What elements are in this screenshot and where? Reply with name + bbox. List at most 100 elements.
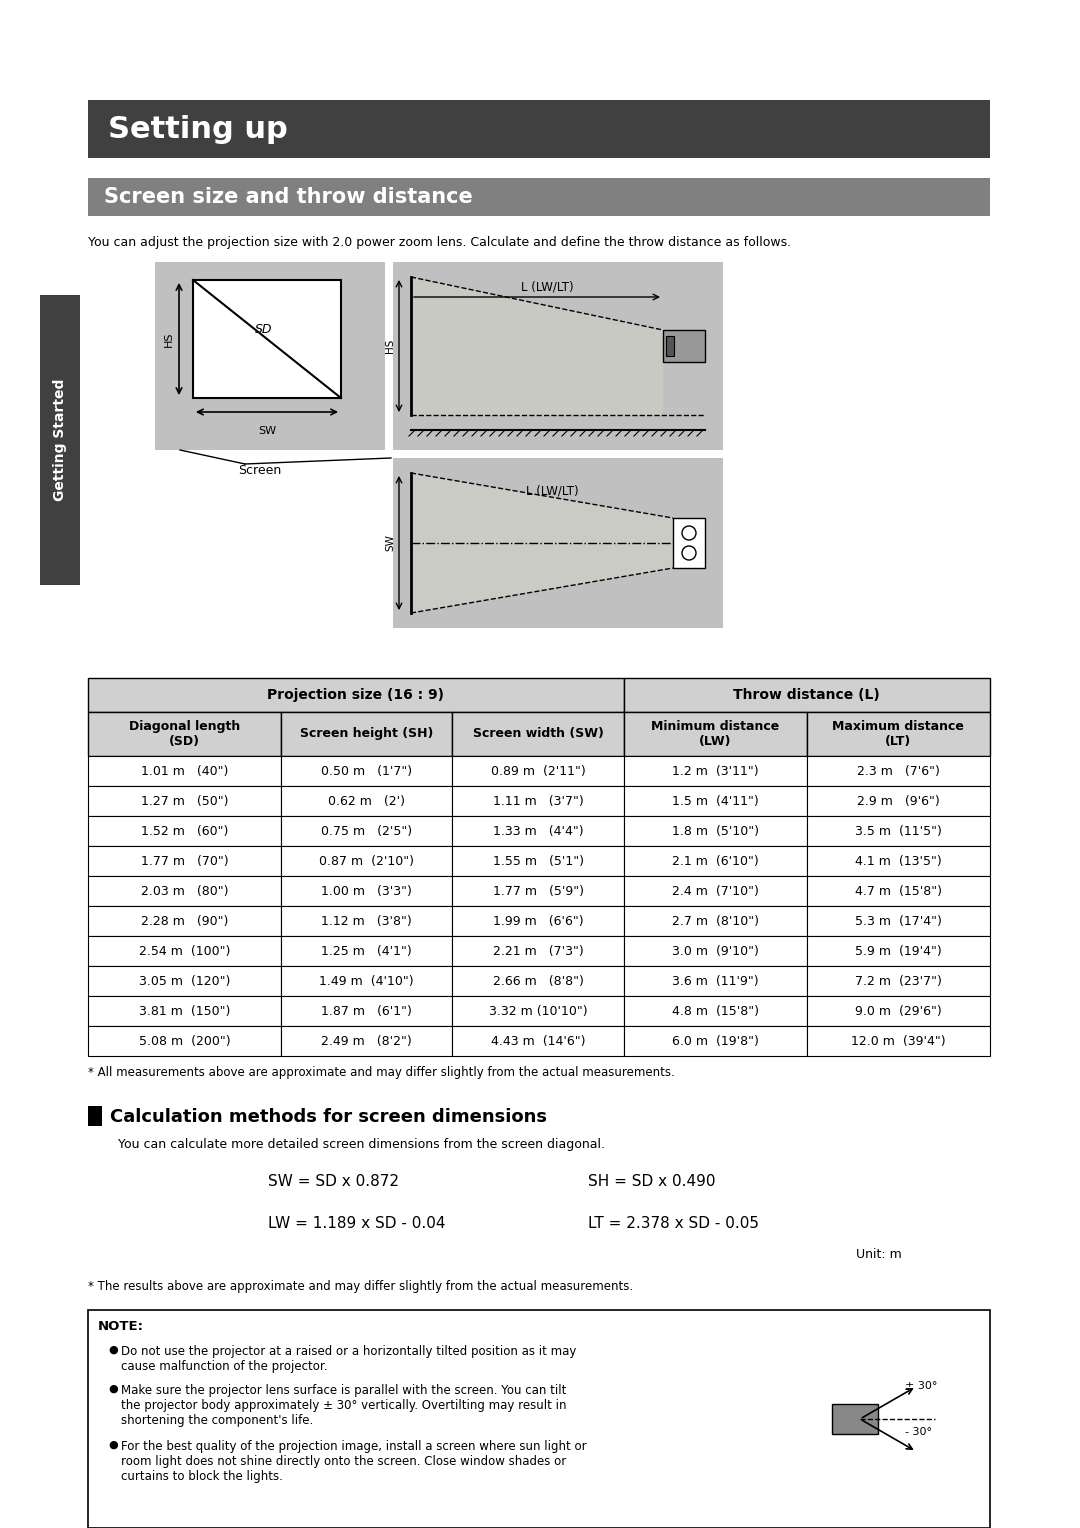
Text: 3.81 m  (150"): 3.81 m (150") [138,1004,230,1018]
Bar [624,937,807,966]
Text: 2.28 m   (90"): 2.28 m (90") [140,914,228,927]
Text: 1.77 m   (5'9"): 1.77 m (5'9") [492,885,583,897]
Text: - 30°: - 30° [905,1427,932,1436]
Text: L (LW/LT): L (LW/LT) [521,281,573,293]
Text: * The results above are approximate and may differ slightly from the actual meas: * The results above are approximate and … [87,1280,633,1293]
Text: 3.0 m  (9'10"): 3.0 m (9'10") [672,944,759,958]
Bar [87,678,624,712]
Bar [832,1404,878,1433]
Text: 1.01 m   (40"): 1.01 m (40") [140,764,228,778]
Text: NOTE:: NOTE: [98,1320,144,1332]
Bar [156,261,384,451]
Bar [281,847,453,876]
Text: * All measurements above are approximate and may differ slightly from the actual: * All measurements above are approximate… [87,1067,675,1079]
Bar [663,330,705,362]
Text: Calculation methods for screen dimensions: Calculation methods for screen dimension… [110,1108,546,1126]
Bar [87,1309,990,1528]
Bar [281,712,453,756]
Text: 1.25 m   (4'1"): 1.25 m (4'1") [321,944,411,958]
Bar [624,966,807,996]
Bar [87,1106,102,1126]
Bar [453,966,624,996]
Text: Projection size (16 : 9): Projection size (16 : 9) [268,688,444,701]
Bar [624,847,807,876]
Bar [807,966,990,996]
Text: 1.8 m  (5'10"): 1.8 m (5'10") [672,825,759,837]
Text: LT = 2.378 x SD - 0.05: LT = 2.378 x SD - 0.05 [588,1216,759,1232]
Text: 1.27 m   (50"): 1.27 m (50") [140,795,228,807]
Polygon shape [411,474,673,613]
Bar [393,458,723,628]
Text: SH = SD x 0.490: SH = SD x 0.490 [588,1174,715,1189]
Bar [624,816,807,847]
Text: ●: ● [108,1384,118,1394]
Text: 1.11 m   (3'7"): 1.11 m (3'7") [492,795,583,807]
Text: SD: SD [255,322,273,336]
Text: 2.1 m  (6'10"): 2.1 m (6'10") [672,854,758,868]
Bar [624,876,807,906]
Text: Throw distance (L): Throw distance (L) [733,688,880,701]
Text: 12.0 m  (39'4"): 12.0 m (39'4") [851,1034,946,1048]
Text: 0.62 m   (2'): 0.62 m (2') [328,795,405,807]
Bar [807,785,990,816]
Bar [87,876,281,906]
Text: 1.2 m  (3'11"): 1.2 m (3'11") [672,764,758,778]
Text: ●: ● [108,1439,118,1450]
Text: 3.5 m  (11'5"): 3.5 m (11'5") [855,825,942,837]
Bar [624,996,807,1025]
Bar [87,996,281,1025]
Bar [807,937,990,966]
Text: You can calculate more detailed screen dimensions from the screen diagonal.: You can calculate more detailed screen d… [118,1138,605,1151]
Bar [624,756,807,785]
Text: 2.21 m   (7'3"): 2.21 m (7'3") [492,944,583,958]
Text: 0.50 m   (1'7"): 0.50 m (1'7") [321,764,413,778]
Text: 6.0 m  (19'8"): 6.0 m (19'8") [672,1034,759,1048]
Text: SW: SW [258,426,276,435]
Text: 1.33 m   (4'4"): 1.33 m (4'4") [492,825,583,837]
Bar [624,712,807,756]
Bar [453,996,624,1025]
Bar [87,906,281,937]
Bar [453,937,624,966]
Text: 0.75 m   (2'5"): 0.75 m (2'5") [321,825,413,837]
Bar [453,756,624,785]
Text: 1.99 m   (6'6"): 1.99 m (6'6") [492,914,583,927]
Bar [87,816,281,847]
Text: 3.05 m  (120"): 3.05 m (120") [138,975,230,987]
Text: 2.66 m   (8'8"): 2.66 m (8'8") [492,975,583,987]
Text: 4.8 m  (15'8"): 4.8 m (15'8") [672,1004,759,1018]
Text: 7.2 m  (23'7"): 7.2 m (23'7") [855,975,942,987]
Text: Minimum distance
(LW): Minimum distance (LW) [651,720,780,749]
Text: 1.49 m  (4'10"): 1.49 m (4'10") [320,975,414,987]
Bar [673,518,705,568]
Text: 0.87 m  (2'10"): 0.87 m (2'10") [319,854,414,868]
Bar [807,847,990,876]
Bar [393,261,723,451]
Text: HS: HS [164,332,174,347]
Bar [281,876,453,906]
Text: 2.54 m  (100"): 2.54 m (100") [138,944,230,958]
Text: Diagonal length
(SD): Diagonal length (SD) [129,720,240,749]
Text: L (LW/LT): L (LW/LT) [526,484,578,498]
Text: 1.87 m   (6'1"): 1.87 m (6'1") [321,1004,413,1018]
Text: 0.89 m  (2'11"): 0.89 m (2'11") [490,764,585,778]
Text: LW = 1.189 x SD - 0.04: LW = 1.189 x SD - 0.04 [268,1216,446,1232]
Text: 5.9 m  (19'4"): 5.9 m (19'4") [855,944,942,958]
Bar [281,1025,453,1056]
Text: 3.32 m (10'10"): 3.32 m (10'10") [489,1004,588,1018]
Bar [453,785,624,816]
Text: 1.55 m   (5'1"): 1.55 m (5'1") [492,854,583,868]
Bar [87,1025,281,1056]
Text: 1.52 m   (60"): 1.52 m (60") [140,825,228,837]
Text: 4.43 m  (14'6"): 4.43 m (14'6") [490,1034,585,1048]
Bar [87,966,281,996]
Bar [624,785,807,816]
Bar [281,756,453,785]
Bar [193,280,341,397]
Bar [807,906,990,937]
Text: 4.1 m  (13'5"): 4.1 m (13'5") [855,854,942,868]
Text: Screen width (SW): Screen width (SW) [473,727,604,741]
Text: SW: SW [384,535,395,552]
Text: ± 30°: ± 30° [905,1381,937,1390]
Bar [807,876,990,906]
